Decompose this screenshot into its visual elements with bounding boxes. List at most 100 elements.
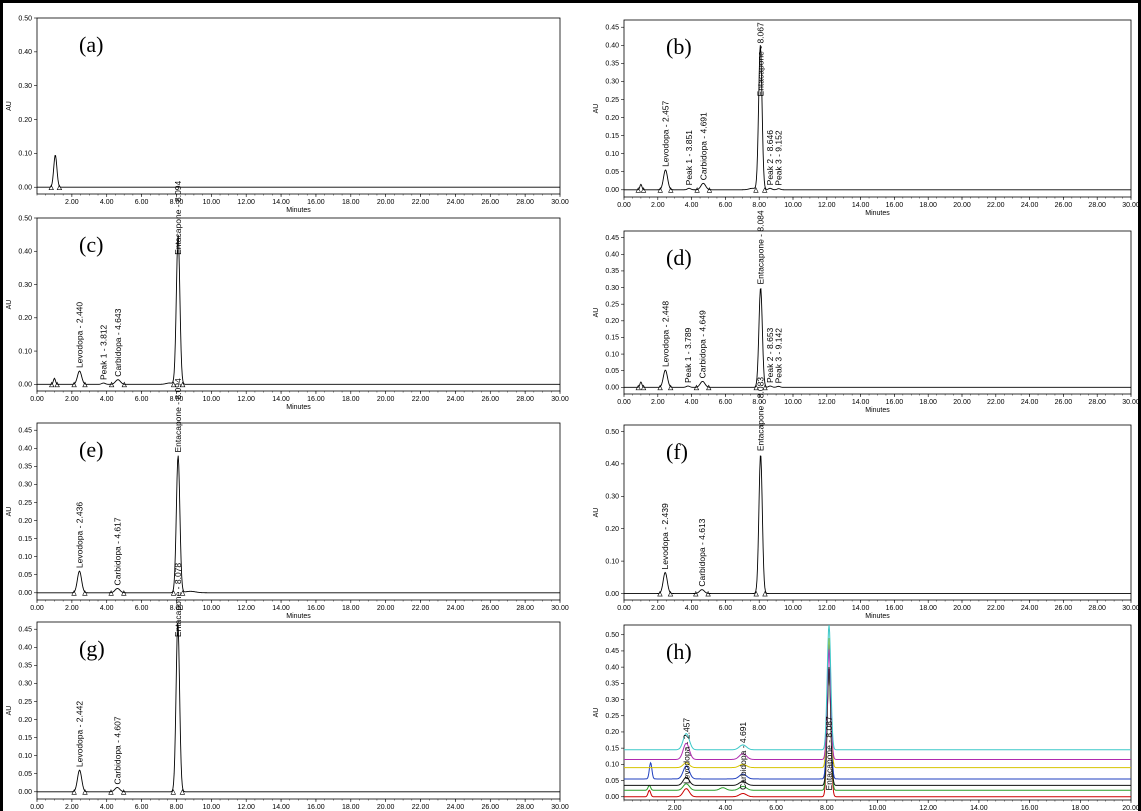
- integration-marker: [694, 187, 700, 193]
- x-tick-label: 18.00: [919, 605, 937, 612]
- peak-label: Entacapone - 8.087: [824, 716, 834, 790]
- x-tick-label: 22.00: [412, 605, 430, 612]
- x-tick-label: 2.00: [65, 804, 79, 811]
- integration-marker: [82, 789, 88, 795]
- x-tick-label: 4.00: [100, 396, 114, 403]
- peak-label: Levodopa - 2.442: [75, 701, 85, 767]
- integration-marker: [640, 187, 647, 193]
- integration-marker: [667, 384, 674, 391]
- x-tick-label: 30.00: [551, 396, 569, 403]
- peak-label: Entacapone - 8.094: [173, 378, 183, 452]
- y-tick-label: 0.50: [18, 215, 32, 222]
- y-tick-label: 0.40: [18, 446, 32, 453]
- y-tick-label: 0.05: [605, 778, 619, 785]
- peak-label: Entacapone - 8.067: [755, 22, 765, 96]
- y-axis-label: AU: [593, 104, 600, 114]
- x-tick-label: 18.00: [342, 396, 360, 403]
- x-tick-label: 20.00: [953, 605, 971, 612]
- peak-label: Levodopa - 2.440: [75, 302, 85, 368]
- peak-label: Carbidopa - 4.613: [697, 518, 707, 586]
- integration-marker: [667, 590, 674, 597]
- chromatogram-a: 0.00 0.10 0.20 0.30 0.40 0.50 2.00 4.00 6.00 8.00…: [5, 8, 569, 218]
- x-tick-label: 30.00: [1122, 605, 1140, 612]
- integration-marker: [179, 789, 186, 795]
- x-tick-label: 12.00: [818, 605, 836, 612]
- integration-marker: [170, 789, 176, 795]
- x-tick-label: 28.00: [516, 804, 534, 811]
- integration-marker: [170, 381, 177, 388]
- y-tick-label: 0.10: [18, 554, 32, 561]
- series-trace-3: [624, 668, 1131, 786]
- x-tick-label: 24.00: [447, 804, 465, 811]
- integration-marker: [657, 590, 663, 597]
- x-tick-label: 18.00: [342, 804, 360, 811]
- integration-marker: [120, 789, 127, 795]
- integration-marker: [693, 590, 699, 597]
- x-tick-label: 4.00: [100, 605, 114, 612]
- panel-label: (h): [666, 639, 692, 664]
- y-tick-label: 0.45: [605, 235, 619, 242]
- x-tick-label: 14.00: [970, 805, 988, 811]
- x-tick-label: 12.00: [818, 399, 836, 406]
- x-tick-label: 24.00: [447, 396, 465, 403]
- x-tick-label: 0.00: [617, 399, 631, 406]
- series-trace-1: [37, 155, 560, 188]
- integration-marker: [82, 381, 88, 388]
- x-tick-label: 12.00: [237, 199, 255, 206]
- x-tick-label: 4.00: [685, 399, 699, 406]
- x-tick-label: 6.00: [135, 605, 149, 612]
- peak-label: Levodopa - 2.448: [660, 301, 670, 367]
- y-axis-label: AU: [6, 706, 13, 716]
- x-tick-label: 14.00: [852, 399, 870, 406]
- x-tick-label: 28.00: [516, 605, 534, 612]
- plot-frame: [36, 17, 561, 195]
- peak-label: Entacapone - 8.084: [756, 210, 766, 284]
- y-tick-label: 0.45: [605, 648, 619, 655]
- y-axis-label: AU: [593, 308, 600, 318]
- peak-label: Levodopa - 2.439: [660, 503, 670, 569]
- y-tick-label: 0.10: [605, 151, 619, 158]
- x-tick-label: 16.00: [307, 804, 325, 811]
- x-tick-label: 26.00: [1055, 605, 1073, 612]
- integration-marker: [706, 384, 712, 391]
- y-tick-label: 0.30: [18, 681, 32, 688]
- x-tick-label: 14.00: [852, 202, 870, 209]
- chromatogram-b: 0.00 0.05 0.10 0.15 0.20 0.25 0.30 0.35 0.40 0.45…: [592, 12, 1140, 217]
- y-axis-label: AU: [6, 300, 13, 310]
- x-tick-label: 8.00: [752, 202, 766, 209]
- integration-marker: [108, 590, 114, 596]
- y-tick-label: 0.25: [605, 713, 619, 720]
- series-trace-7: [624, 624, 1131, 751]
- x-tick-label: 12.00: [818, 202, 836, 209]
- x-tick-label: 20.00: [377, 605, 395, 612]
- y-tick-label: 0.20: [605, 729, 619, 736]
- y-tick-label: 0.15: [18, 536, 32, 543]
- x-tick-label: 2.00: [65, 396, 79, 403]
- x-tick-label: 28.00: [516, 199, 534, 206]
- y-tick-label: 0.45: [605, 25, 619, 32]
- x-tick-label: 6.00: [719, 202, 733, 209]
- x-tick-label: 30.00: [1122, 399, 1140, 406]
- y-tick-label: 0.20: [18, 717, 32, 724]
- y-tick-label: 0.00: [18, 590, 32, 597]
- x-tick-label: 26.00: [482, 804, 500, 811]
- y-tick-label: 0.35: [605, 268, 619, 275]
- x-tick-label: 8.00: [752, 399, 766, 406]
- peak-label: Peak 1 - 3.789: [683, 327, 693, 383]
- chromatogram-h: 0.00 0.05 0.10 0.15 0.20 0.25 0.30 0.35 0.40 0.45…: [592, 620, 1140, 811]
- y-tick-label: 0.25: [605, 301, 619, 308]
- series-trace-1: [624, 667, 1131, 798]
- x-tick-label: 18.00: [342, 605, 360, 612]
- x-tick-label: 4.00: [100, 199, 114, 206]
- x-tick-label: 14.00: [272, 804, 290, 811]
- y-tick-label: 0.35: [18, 464, 32, 471]
- peak-label: Peak 3 - 9.152: [774, 130, 784, 186]
- x-tick-label: 20.00: [377, 396, 395, 403]
- x-tick-label: 2.00: [668, 805, 682, 811]
- chromatogram-d: 0.00 0.05 0.10 0.15 0.20 0.25 0.30 0.35 0.40 0.45…: [592, 210, 1140, 418]
- integration-marker: [668, 187, 674, 193]
- x-tick-label: 16.00: [1021, 805, 1039, 811]
- x-tick-label: 30.00: [551, 605, 569, 612]
- panel-label: (d): [666, 245, 692, 270]
- peak-label: Entacapone - 8.083: [756, 377, 766, 451]
